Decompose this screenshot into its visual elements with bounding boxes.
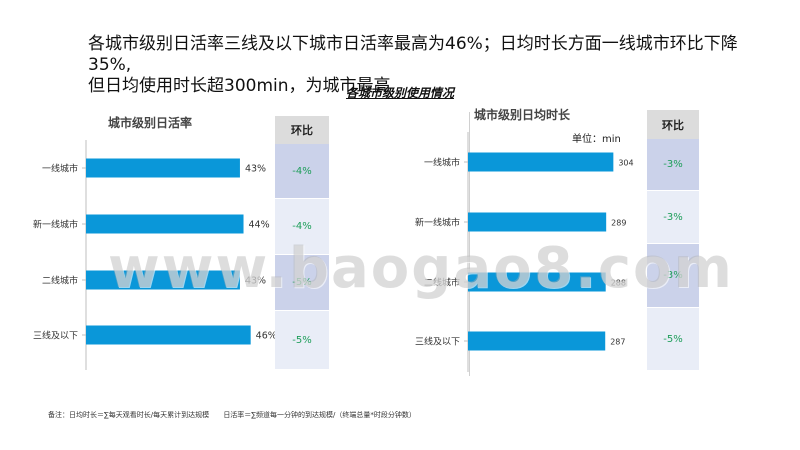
right-mom-column: 环比 -3% -3% -3% -5% [647, 110, 699, 372]
right-value-label-1: 304 [618, 159, 633, 168]
right-chart-unit: 单位：min [572, 134, 621, 145]
left-value-label-1: 43% [245, 164, 266, 175]
right-category-label-4: 三线及以下 [415, 336, 460, 348]
right-category-label-3: 二线城市 [424, 277, 460, 289]
footnote-daily-duration: 备注：日均时长＝∑每天观看时长/每天累计到达规模 [48, 411, 210, 419]
left-bar-2 [86, 214, 244, 234]
headline: 各城市级别日活率三线及以下城市日活率最高为46%；日均时长方面一线城市环比下降3… [88, 34, 778, 97]
left-value-label-3: 43% [245, 276, 266, 287]
left-category-label-2: 新一线城市 [33, 219, 78, 231]
section-subtitle: 各城市级别使用情况 [345, 86, 454, 100]
right-mom-cell-3: -3% [647, 244, 699, 307]
left-value-label-4: 46% [256, 331, 275, 342]
right-value-label-3: 288 [611, 279, 626, 288]
left-bar-1 [86, 158, 240, 178]
left-mom-cell-4: -5% [275, 311, 329, 369]
right-mom-cell-2: -3% [647, 191, 699, 243]
right-bar-chart: 一线城市 304 新一线城市 289 二线城市 288 三线及以下 287 [415, 132, 634, 372]
left-mom-column: 环比 -4% -4% -5% -5% [275, 116, 329, 371]
right-bar-1 [468, 152, 614, 172]
left-mom-cell-2: -4% [275, 199, 329, 254]
left-bar-3 [86, 270, 240, 290]
chart-divider [469, 112, 470, 376]
left-chart-title: 城市级别日活率 [108, 116, 193, 130]
left-mom-header: 环比 [275, 116, 329, 144]
footnote: 备注：日均时长＝∑每天观看时长/每天累计到达规模 日活率＝∑频道每一分钟的到达规… [48, 410, 428, 420]
footnote-daily-active-rate: 日活率＝∑频道每一分钟的到达规模/（终端总量*时段分钟数） [223, 411, 416, 419]
left-category-label-4: 三线及以下 [33, 330, 78, 342]
left-bar-chart: 一线城市 43% 新一线城市 44% 二线城市 43% 三线及以下 46% [33, 140, 275, 370]
right-chart-title: 城市级别日均时长 [474, 108, 571, 122]
headline-line-2: 但日均使用时长超300min，为城市最高 [88, 76, 391, 96]
left-category-label-3: 二线城市 [42, 275, 78, 287]
left-category-label-1: 一线城市 [42, 163, 78, 175]
headline-line-1: 各城市级别日活率三线及以下城市日活率最高为46%；日均时长方面一线城市环比下降3… [88, 34, 738, 75]
right-bar-3 [468, 272, 606, 292]
right-mom-cell-1: -3% [647, 139, 699, 190]
right-value-label-4: 287 [610, 338, 625, 347]
right-bar-2 [468, 212, 607, 232]
right-mom-cell-4: -5% [647, 308, 699, 370]
right-mom-header: 环比 [647, 110, 699, 139]
left-mom-cell-3: -5% [275, 255, 329, 310]
right-value-label-2: 289 [611, 219, 626, 228]
left-bar-4 [86, 325, 251, 345]
right-category-label-2: 新一线城市 [415, 217, 460, 229]
left-value-label-2: 44% [249, 220, 270, 231]
right-bar-4 [468, 331, 606, 351]
right-category-label-1: 一线城市 [424, 157, 460, 169]
left-mom-cell-1: -4% [275, 144, 329, 198]
